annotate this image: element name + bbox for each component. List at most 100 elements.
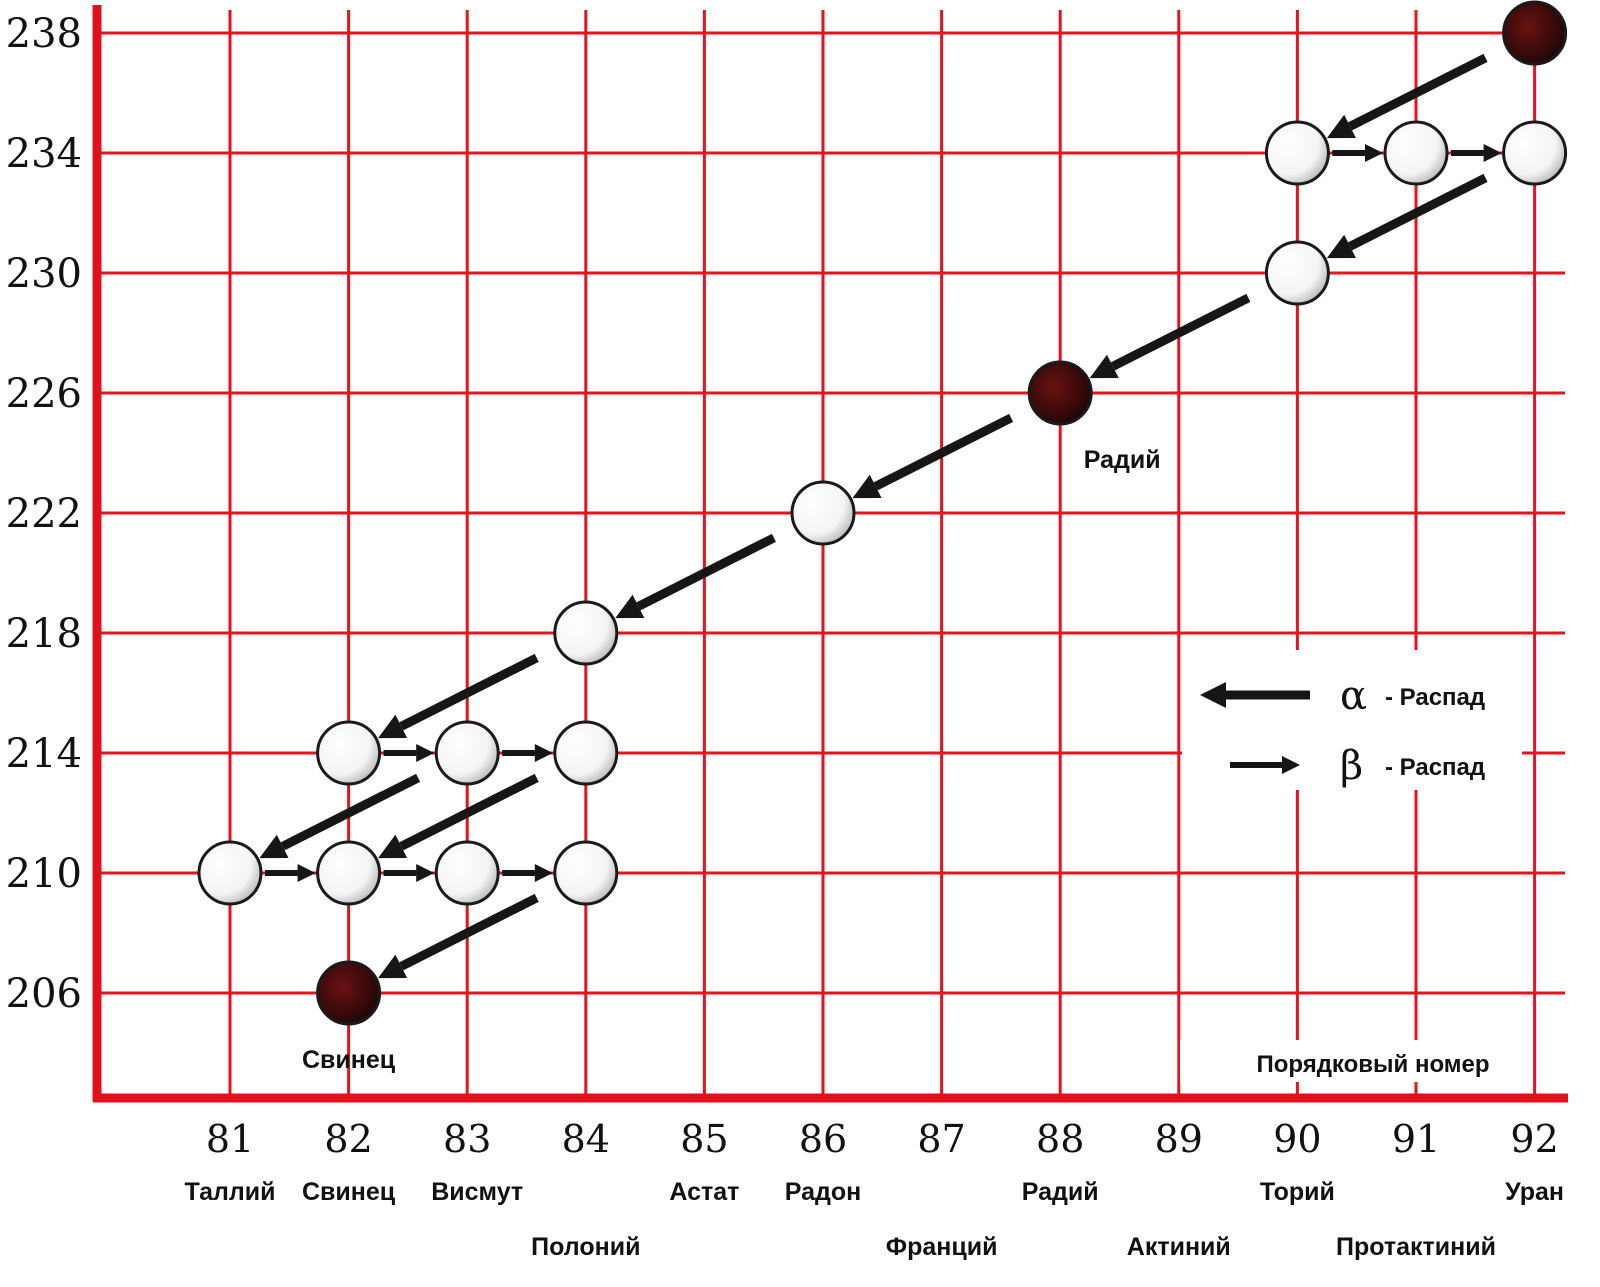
element-name-label: Полоний (531, 1233, 640, 1261)
element-name-label: Радий (1022, 1178, 1099, 1206)
alpha-decay-arrow (1326, 53, 1488, 139)
nuclide-marker (316, 720, 382, 786)
y-tick-label: 234 (6, 131, 82, 177)
arrow-head (378, 954, 408, 979)
arrow-head (1326, 114, 1356, 139)
arrow-head (259, 834, 289, 859)
element-name-label: Протактиний (1336, 1233, 1496, 1261)
beta-decay-arrow (1230, 756, 1300, 774)
nuclide-marker-highlighted (1502, 0, 1568, 66)
arrow-head (852, 474, 882, 499)
alpha-decay-arrow (1200, 682, 1310, 708)
beta-decay-arrow (265, 864, 316, 882)
alpha-decay-arrow (378, 893, 539, 979)
nuclide-marker (553, 840, 619, 906)
arrow-head (416, 864, 435, 882)
arrow-shaft (399, 773, 539, 851)
arrow-head (1483, 144, 1502, 162)
arrow-shaft (1348, 173, 1488, 251)
x-tick-label: 87 (917, 1117, 965, 1161)
y-tick-label: 222 (6, 491, 82, 537)
nuclide-marker (790, 480, 856, 546)
nuclide-marker (1383, 120, 1449, 186)
alpha-decay-arrow (378, 653, 539, 739)
nuclide-name-label: Радий (1084, 446, 1161, 474)
element-name-label: Актиний (1127, 1233, 1231, 1261)
legend: α - Распад β - Распад (1182, 650, 1522, 790)
element-name-label: Астат (669, 1178, 739, 1206)
x-tick-label: 86 (799, 1117, 847, 1161)
beta-decay-arrow (383, 864, 435, 882)
axis-tick-labels: 238 234 230 226 222 218 214 210 206 81 82 83 84 85 86 8… (6, 11, 1564, 1261)
element-name-label: Торий (1260, 1178, 1335, 1206)
arrow-shaft (280, 773, 421, 851)
x-tick-label: 90 (1273, 1117, 1321, 1161)
alpha-decay-arrow (615, 533, 776, 619)
nuclide-marker-highlighted (1027, 360, 1093, 426)
beta-decay-arrow (383, 744, 435, 762)
nuclide-marker (434, 720, 500, 786)
nuclide-marker (1264, 120, 1330, 186)
arrow-head (615, 594, 645, 619)
y-tick-label: 230 (6, 251, 82, 297)
arrow-head (534, 744, 553, 762)
x-tick-label: 84 (562, 1117, 610, 1161)
beta-symbol: β (1340, 743, 1363, 789)
x-tick-label: 91 (1392, 1117, 1440, 1161)
element-name-label: Свинец (302, 1178, 396, 1206)
element-name-label: Франций (886, 1233, 998, 1261)
beta-decay-arrow (502, 744, 553, 762)
nuclide-labels: Радий Свинец (302, 446, 1161, 1074)
y-tick-label: 214 (6, 731, 82, 777)
arrow-shaft (636, 533, 776, 611)
x-tick-label: 88 (1036, 1117, 1084, 1161)
beta-decay-arrow (502, 864, 553, 882)
arrow-shaft (399, 893, 539, 971)
arrow-head (1326, 234, 1356, 259)
y-tick-label: 238 (6, 11, 82, 57)
decay-arrows (259, 53, 1502, 979)
arrow-head (297, 864, 316, 882)
alpha-symbol: α (1340, 673, 1367, 719)
nuclide-marker (197, 840, 263, 906)
nuclide-marker (1264, 240, 1330, 306)
nuclide-marker (316, 840, 382, 906)
arrow-head (378, 714, 408, 739)
grid-lines (95, 10, 1565, 1098)
arrow-head (534, 864, 553, 882)
x-tick-label: 83 (443, 1117, 491, 1161)
arrow-head (1089, 354, 1119, 379)
element-name-label: Радон (785, 1178, 862, 1206)
alpha-decay-arrow (852, 413, 1014, 499)
arrow-head (378, 834, 408, 859)
x-tick-label: 85 (680, 1117, 728, 1161)
legend-label: - Распад (1385, 684, 1485, 711)
alpha-decay-arrow (1326, 173, 1488, 259)
nuclide-marker (434, 840, 500, 906)
y-tick-label: 206 (6, 971, 82, 1017)
y-tick-label: 226 (6, 371, 82, 417)
x-axis-title: Порядковый номер (1256, 1051, 1489, 1078)
arrow-head (1282, 756, 1300, 774)
beta-decay-arrow (1332, 144, 1383, 162)
x-axis-title-background (1180, 1040, 1510, 1082)
x-tick-label: 92 (1510, 1117, 1558, 1161)
nuclide-marker (553, 720, 619, 786)
nuclide-name-label: Свинец (302, 1046, 396, 1074)
nuclide-markers (197, 0, 1568, 1026)
beta-decay-arrow (1451, 144, 1502, 162)
arrow-shaft (1110, 293, 1251, 371)
arrow-shaft (873, 413, 1014, 491)
arrow-shaft (1348, 53, 1488, 131)
arrow-head (1200, 682, 1226, 708)
alpha-decay-arrow (259, 773, 421, 859)
nuclide-marker (1502, 120, 1568, 186)
nuclide-marker (553, 600, 619, 666)
legend-label: - Распад (1385, 754, 1485, 781)
element-name-label: Висмут (431, 1178, 523, 1206)
element-name-label: Уран (1505, 1178, 1564, 1206)
arrow-head (1365, 144, 1383, 162)
alpha-decay-arrow (1089, 293, 1251, 379)
arrow-shaft (399, 653, 539, 731)
